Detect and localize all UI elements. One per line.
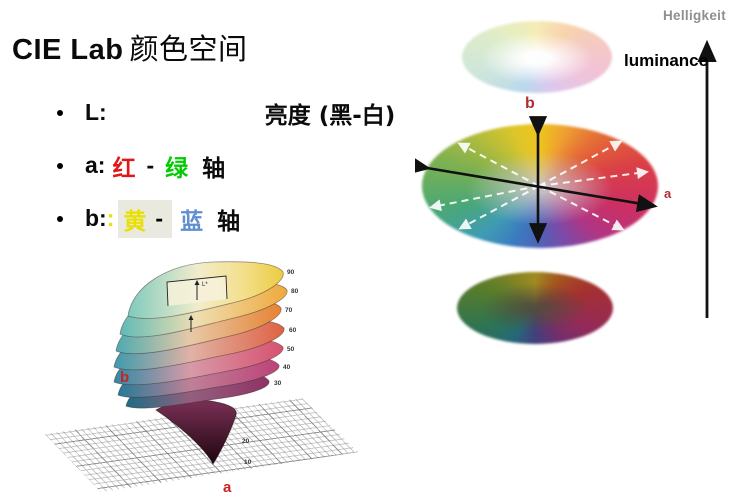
gamut-layer-stack [113, 261, 288, 409]
a-red-char: 红 [112, 155, 136, 182]
level-label: 40 [283, 364, 291, 371]
l-star-label: L* [202, 282, 208, 288]
page-title: CIE Lab 颜色空间 [12, 26, 247, 68]
a-axis-arrow [415, 156, 658, 213]
b-label: b: [85, 205, 107, 231]
title-cjk: 颜色空间 [129, 32, 248, 66]
b-axis-word: 轴 [217, 208, 241, 235]
bullet-list: L: 亮度 (黑-白) a: 红 - 绿 轴 b: : 黄 - 蓝 轴 [57, 86, 395, 245]
bullet-dot [57, 215, 63, 222]
light-slice-disk [462, 21, 612, 93]
bullet-dot [57, 109, 63, 116]
bullet-row-b: b: : 黄 - 蓝 轴 [57, 192, 395, 245]
l-label: L: [85, 99, 107, 125]
level-label: 90 [287, 269, 295, 276]
b-blue-char: 蓝 [180, 208, 204, 235]
bullet-row-a: a: 红 - 绿 轴 [57, 139, 395, 192]
bullet-dot [57, 162, 63, 169]
a-axis-word: 轴 [202, 155, 226, 182]
b-dash: - [155, 205, 164, 231]
b-yellow-colon: : [106, 205, 115, 231]
plot-a-axis-label: a [223, 479, 232, 496]
level-label: 60 [289, 327, 297, 334]
a-label: a: [85, 152, 106, 178]
helligkeit-label: Helligkeit [663, 8, 727, 23]
a-green-char: 绿 [165, 155, 189, 182]
dark-slice-disk [457, 272, 613, 344]
level-label: 70 [285, 307, 293, 314]
title-latin: CIE Lab [12, 34, 124, 66]
l-description: 亮度 (黑-白) [264, 102, 396, 129]
a-axis-label: a [664, 186, 672, 201]
level-label: 30 [274, 380, 282, 387]
a-dash: - [146, 152, 155, 178]
gamut-layers: L* 90 80 70 60 50 40 30 20 10 b a [113, 261, 299, 496]
level-label: 20 [242, 438, 250, 445]
b-axis-label: b [525, 95, 535, 112]
level-label: 80 [291, 288, 299, 295]
plot-b-axis-label: b [120, 369, 129, 386]
gamut-layer-base [155, 400, 237, 465]
luminance-label: luminance [624, 51, 709, 70]
level-label: 50 [287, 346, 295, 353]
b-highlight: 黄 - [118, 199, 173, 238]
lab-slices-figure: Helligkeit luminance b a [415, 0, 745, 350]
lab-gamut-3d-plot: L* 90 80 70 60 50 40 30 20 10 b a [40, 252, 365, 502]
bullet-row-l: L: 亮度 (黑-白) [57, 86, 395, 139]
level-label: 10 [244, 459, 252, 466]
b-yellow-char: 黄 [123, 208, 147, 235]
axes-arrows-overlay [415, 39, 717, 318]
